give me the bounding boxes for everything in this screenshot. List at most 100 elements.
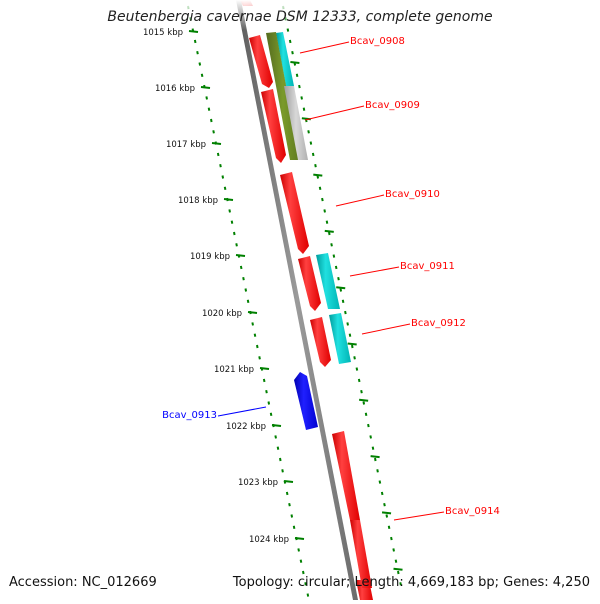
scale-dot [311, 152, 315, 157]
scale-dot [394, 559, 398, 563]
scale-dot [290, 514, 294, 518]
scale-dot [330, 243, 333, 247]
scale-dot [244, 288, 248, 292]
scale-dot [360, 390, 363, 394]
gene-arrow-bcav-0913[interactable] [294, 372, 318, 430]
scale-dot [353, 356, 356, 360]
gene-label-bcav-0914[interactable]: Bcav_0914 [445, 506, 500, 517]
scale-dot [301, 570, 305, 575]
gray-feature [284, 86, 308, 160]
scale-dot [337, 277, 340, 281]
scale-dot [256, 344, 259, 349]
gene-arrow-bcav-0911[interactable] [298, 256, 321, 311]
scale-dot [223, 186, 227, 190]
scale-dot [279, 457, 282, 462]
gene-label-bcav-0912[interactable]: Bcav_0912 [411, 318, 466, 329]
scale-dot [318, 186, 322, 190]
scale-dot [357, 378, 361, 383]
scale-dot [274, 435, 277, 439]
scale-dot [355, 367, 359, 371]
scale-dot [276, 446, 280, 450]
scale-tick-major [336, 286, 346, 290]
scale-dot [392, 548, 395, 552]
scale-dot [302, 107, 306, 111]
gene-arrow-bcav-0910[interactable] [280, 172, 309, 254]
gene-label-bcav-0910[interactable]: Bcav_0910 [385, 189, 440, 200]
accession-text: Accession: NC_012669 [9, 575, 157, 590]
scale-dot [216, 152, 220, 157]
scale-tick-label: 1015 kbp [143, 28, 183, 38]
label-layer: Bcav_0908 Bcav_0909 Bcav_0910 Bcav_0911 Bcav… [162, 36, 500, 521]
scale-dot [300, 96, 303, 100]
scale-dot [362, 401, 366, 405]
scale-dot [378, 480, 382, 484]
gene-label-bcav-0909[interactable]: Bcav_0909 [365, 100, 420, 111]
scale-dot [304, 582, 307, 586]
scale-dot [295, 73, 299, 77]
scale-dot [205, 96, 208, 100]
gene-arrow-bcav-0912[interactable] [310, 317, 331, 367]
scale-dot [262, 378, 266, 383]
scale-dot [193, 39, 197, 44]
scale-dot [281, 469, 284, 473]
scale-dot [283, 480, 287, 484]
scale-tick-major [324, 229, 334, 233]
scale-dot [387, 525, 391, 529]
scale-dot [203, 84, 206, 89]
scale-dot [226, 197, 229, 202]
scale-dot [334, 265, 338, 270]
gene-arrow-bcav-0909[interactable] [261, 89, 286, 163]
scale-dot [292, 525, 296, 529]
gene-arrow-bcav-0914[interactable] [332, 431, 360, 528]
scale-tick-major [393, 567, 403, 571]
scale-dot [196, 51, 199, 55]
scale-dot [253, 333, 257, 337]
scale-tick-label: 1018 kbp [178, 196, 218, 206]
gene-arrow-bcav-0908[interactable] [249, 35, 273, 88]
scale-dot [212, 130, 215, 134]
scale-dot [351, 344, 354, 349]
gene-label-leader [304, 105, 365, 121]
scale-dot [260, 367, 264, 371]
scale-dot [325, 220, 329, 224]
scale-tick-label: 1017 kbp [166, 140, 206, 150]
scale-dot [214, 141, 218, 145]
cds-feature-3 [329, 313, 351, 364]
gene-label-bcav-0908[interactable]: Bcav_0908 [350, 36, 405, 47]
scale-dot [390, 536, 393, 541]
gene-label-bcav-0913[interactable]: Bcav_0913 [162, 410, 217, 421]
scale-tick-label: 1021 kbp [214, 365, 254, 375]
scale-dot [239, 265, 243, 270]
scale-dot [230, 220, 234, 224]
scale-tick-major [313, 173, 323, 177]
scale-dot [258, 356, 261, 360]
scale-dot [309, 141, 313, 145]
scale-tick-major [347, 342, 357, 346]
gene-label-leader [299, 41, 350, 54]
scale-dot [385, 514, 389, 518]
gene-arrow-bcav-0914-tail [350, 520, 372, 588]
scale-dot [233, 231, 236, 236]
gene-label-leader [217, 406, 267, 417]
scale-tick-major [359, 398, 369, 402]
scale-dot [246, 299, 250, 303]
gene-label-leader [349, 266, 400, 277]
scale-dot [371, 446, 375, 450]
scale-dot [307, 130, 310, 134]
gene-label-leader [361, 323, 411, 335]
scale-dot [207, 107, 211, 111]
scale-tick-major [290, 61, 300, 64]
gene-label-leader [335, 194, 385, 207]
gene-label-bcav-0911[interactable]: Bcav_0911 [400, 261, 455, 272]
scale-dot [297, 548, 300, 552]
scale-dot [285, 491, 289, 496]
scale-dot [306, 593, 310, 597]
gene-layer [249, 35, 372, 588]
gene-label-leader [393, 511, 445, 521]
genome-summary-text: Topology: circular; Length: 4,669,183 bp… [232, 575, 590, 590]
scale-tick-major [381, 511, 392, 515]
scale-dot [314, 164, 317, 168]
scale-dot [367, 423, 370, 428]
